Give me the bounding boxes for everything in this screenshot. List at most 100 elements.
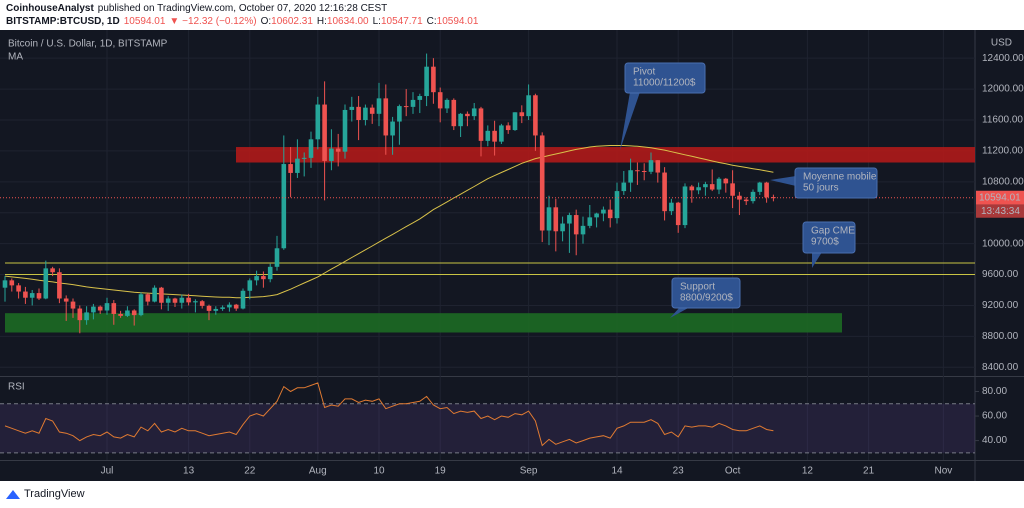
candle-body — [424, 66, 429, 97]
candle-body — [179, 297, 185, 303]
candle-body — [111, 303, 117, 314]
candle-body — [220, 307, 225, 309]
candle-body — [757, 182, 763, 192]
quote-label: O: — [261, 16, 272, 27]
y-tick-label: 12000.00 — [982, 84, 1024, 95]
ma-line — [4, 145, 774, 299]
candle-body — [628, 170, 633, 183]
callout-box — [802, 221, 856, 254]
candle-body — [295, 158, 300, 173]
chart-title: Bitcoin / U.S. Dollar, 1D, BITSTAMP — [8, 39, 168, 50]
callout-text: Moyenne mobile — [803, 172, 877, 183]
quote-value: 10594.01 — [437, 16, 479, 27]
candle-body — [648, 160, 654, 172]
candle-body — [2, 280, 8, 288]
candle-body — [451, 99, 457, 127]
pane-title: RSI — [8, 382, 25, 393]
candle-body — [369, 107, 375, 114]
candle-body — [553, 207, 559, 232]
candle-body — [240, 290, 246, 309]
candle-body — [288, 164, 293, 173]
footer-bg — [0, 481, 1024, 508]
y-tick-label: 60.00 — [982, 411, 1007, 422]
candle-body — [723, 178, 729, 184]
candle-body — [512, 112, 518, 131]
candle-body — [281, 164, 287, 249]
candle-body — [70, 301, 76, 309]
published: published on TradingView.com, October 07… — [98, 3, 387, 14]
candle-body — [505, 125, 511, 131]
candle-body — [410, 99, 416, 107]
y-tick-label: 9200.00 — [982, 300, 1019, 311]
rsi-line — [4, 382, 774, 447]
candle-body — [703, 184, 708, 188]
candle-body — [233, 304, 239, 309]
candle-body — [91, 306, 96, 313]
callout-text: 11000/11200$ — [633, 78, 696, 89]
candle-body — [458, 113, 463, 127]
last: 10594.01 — [124, 16, 166, 27]
y-tick-label: 11200.00 — [982, 146, 1023, 157]
x-tick-label: Sep — [520, 466, 538, 477]
header-line: CoinhouseAnalyst published on TradingView… — [6, 3, 387, 14]
chart-bg — [0, 30, 1024, 481]
x-tick-label: Aug — [309, 466, 327, 477]
candle-body — [709, 184, 715, 190]
candle-body — [84, 312, 89, 321]
candle-body — [465, 113, 470, 117]
candle-body — [716, 178, 722, 190]
candle-body — [607, 209, 613, 219]
zone — [236, 147, 975, 163]
candle-body — [193, 301, 198, 303]
candle-body — [526, 95, 531, 117]
candle-body — [274, 248, 280, 267]
candle-body — [50, 268, 55, 273]
candle-body — [771, 197, 776, 199]
callout-text: Pivot — [633, 67, 655, 78]
callout-pointer — [770, 176, 796, 186]
callout-text: Support — [680, 282, 715, 293]
candle-body — [138, 294, 144, 316]
candle-body — [485, 130, 491, 141]
candle-body — [227, 304, 232, 308]
candle-body — [199, 301, 205, 306]
legend-entry: MA — [8, 52, 23, 63]
candle-body — [152, 287, 157, 302]
candle-body — [437, 92, 443, 109]
candle-body — [172, 298, 178, 303]
x-tick-label: 10 — [373, 466, 385, 477]
callout-pointer — [670, 307, 690, 318]
candle-body — [16, 285, 21, 292]
candle-body — [9, 280, 15, 286]
candle-body — [57, 272, 62, 299]
candle-body — [417, 96, 423, 100]
candle-body — [23, 291, 28, 298]
candle-body — [764, 182, 769, 198]
candle-body — [165, 298, 171, 303]
candle-body — [499, 125, 504, 142]
y-tick-label: 40.00 — [982, 435, 1007, 446]
callout-pointer — [620, 92, 640, 150]
y-tick-label: 12400.00 — [982, 53, 1024, 64]
author: CoinhouseAnalyst — [6, 3, 94, 14]
currency-label: USD — [991, 38, 1012, 49]
candle-body — [737, 195, 742, 200]
candle-body — [567, 215, 572, 224]
candle-body — [349, 106, 355, 110]
quote-label: H: — [317, 16, 327, 27]
candle-body — [478, 108, 484, 141]
candle-body — [29, 293, 35, 298]
candle-body — [125, 310, 130, 316]
candle-body — [131, 310, 137, 316]
candle-body — [342, 109, 348, 152]
candle-body — [662, 172, 667, 212]
x-tick-label: 14 — [611, 466, 623, 477]
price-tag — [976, 190, 1024, 205]
candle-body — [696, 187, 701, 191]
candle-body — [621, 182, 627, 192]
callout-pointer — [812, 252, 822, 268]
y-tick-label: 80.00 — [982, 386, 1007, 397]
header-bg — [0, 0, 1024, 30]
candle-body — [145, 294, 151, 302]
candle-body — [444, 99, 450, 109]
